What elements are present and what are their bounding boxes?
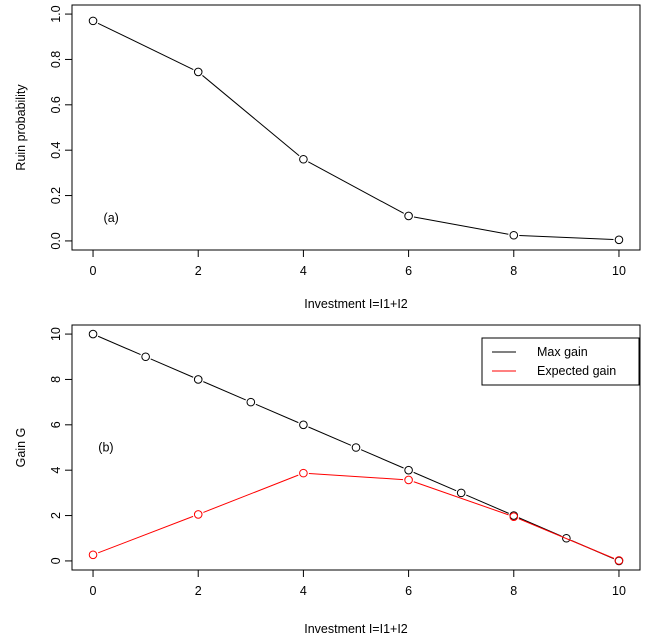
panel-a: 0 2 4 6 8 10 0.0 0.2 0.4 0.6 0.8 1.0 Investment I=I1… (14, 4, 641, 311)
panel-a-y-tick-label: 0.0 (49, 232, 63, 249)
panel-b-series-0-point (404, 465, 413, 475)
panel-a-series-0-point (193, 67, 203, 77)
panel-b-series-1-point (614, 556, 624, 565)
panel-b-x-tick-label: 10 (612, 584, 626, 598)
panel-b-y-tick-label: 4 (49, 467, 63, 474)
panel-a-x-tick-label: 6 (405, 264, 412, 278)
panel-a-y-tick-label: 0.6 (49, 96, 63, 113)
panel-b-y-tick-label: 10 (49, 327, 63, 341)
panel-a-series-0-point (404, 211, 413, 221)
panel-a-x-tick-label: 4 (300, 264, 307, 278)
panel-a-y-tick-label: 0.8 (49, 51, 63, 68)
panel-b-x-tick-label: 4 (300, 584, 307, 598)
panel-a-x-tick-label: 2 (195, 264, 202, 278)
panel-a-series-0-segment (519, 234, 614, 241)
panel-a-series-0-segment (308, 161, 404, 214)
panel-b-series-0-point (141, 352, 150, 362)
panel-a-series-0-point (509, 230, 519, 240)
panel-b-x-axis-label: Investment I=I1+I2 (304, 622, 408, 636)
panel-a-x-axis-label: Investment I=I1+I2 (304, 297, 408, 311)
panel-b-series-0-segment (203, 381, 246, 401)
panel-b-series-1-segment (518, 518, 615, 559)
panel-a-series-0-segment (202, 75, 300, 157)
panel-b-series-1-point (193, 510, 203, 519)
panel-b-series-1-point (299, 468, 308, 478)
panel-b-tag: (b) (98, 441, 113, 455)
panel-b-y-axis-label: Gain G (14, 428, 28, 468)
panel-b-plot-frame (71, 324, 641, 571)
panel-b-series-0-segment (308, 426, 352, 446)
panel-b-series-0-point (88, 329, 98, 339)
panel-b-y-tick-label: 6 (49, 421, 63, 428)
panel-a-y-axis-label: Ruin probability (14, 84, 28, 171)
panel-a-series-0-point (299, 154, 308, 164)
panel-b-series-0-point (456, 488, 466, 498)
panel-b-series-0-segment (255, 403, 299, 424)
panel-b-legend: Max gain Expected gain (481, 337, 640, 386)
panel-b-x-tick-label: 8 (510, 584, 517, 598)
panel-a-y-tick-label: 1.0 (49, 5, 63, 22)
panel-a-series-0-segment (413, 216, 509, 235)
panel-b-x-tick-label: 0 (90, 584, 97, 598)
panel-b-series-1-point (404, 475, 413, 485)
panel-a-x-tick-label: 10 (612, 264, 626, 278)
panel-b-series-1-segment (203, 474, 299, 513)
panel-b-series-1-point (88, 550, 98, 560)
panel-b-series-1-point (509, 512, 519, 521)
panel-b-x-tick-label: 6 (405, 584, 412, 598)
panel-b-y-tick-label: 8 (49, 376, 63, 383)
panel-a-tag: (a) (104, 211, 119, 225)
panel-b-series-0-segment (97, 335, 141, 356)
panel-b-legend-label: Max gain (537, 345, 588, 359)
panel-b-series-1-segment (308, 472, 404, 481)
panel-a-x-tick-label: 8 (510, 264, 517, 278)
panel-b-series-0-point (246, 397, 256, 407)
panel-a-series-0-point (88, 16, 98, 26)
panel-b-y-tick-label: 2 (49, 512, 63, 519)
panel-a-x-tick-label: 0 (90, 264, 97, 278)
panel-a-series-0-point (614, 235, 624, 245)
panel-b-x-tick-label: 2 (195, 584, 202, 598)
panel-a-y-tick-label: 0.2 (49, 187, 63, 204)
panel-b-series-0-point (193, 375, 203, 384)
panel-a-plot-frame (71, 4, 641, 251)
panel-a-y-tick-label: 0.4 (49, 141, 63, 158)
panel-b-series-0-segment (413, 471, 457, 492)
panel-b-legend-box (481, 337, 640, 386)
panel-a-series-0-segment (97, 22, 194, 70)
panel-b-series-0-segment (466, 494, 509, 514)
panel-b-series-0-point (562, 533, 571, 543)
panel-b-series-0-segment (360, 449, 404, 469)
panel-b-series-0-point (299, 420, 308, 430)
panel-b: 0 2 4 6 8 10 0 2 4 6 8 10 Investment I=I1+I2 Gain G (b… (14, 324, 641, 636)
panel-b-series-0-point (351, 443, 361, 452)
panel-b-series-0-segment (150, 358, 194, 378)
panel-b-series-1-segment (413, 481, 509, 516)
panel-b-series-1-segment (97, 515, 194, 554)
panel-b-legend-label: Expected gain (537, 364, 616, 378)
panel-b-y-tick-label: 0 (49, 557, 63, 564)
